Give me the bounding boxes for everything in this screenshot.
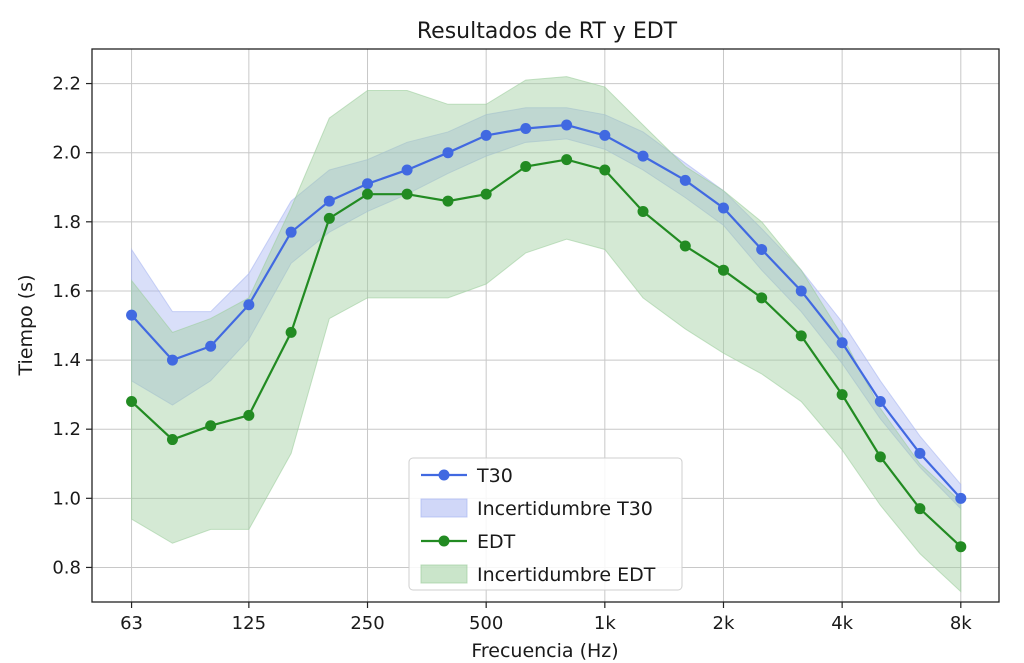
data-point	[520, 161, 532, 173]
series-lines	[126, 119, 967, 553]
legend-marker	[438, 469, 450, 481]
y-tick-label: 1.8	[52, 212, 81, 233]
data-point	[836, 337, 848, 349]
data-point	[717, 264, 729, 276]
data-point	[637, 150, 649, 162]
data-point	[795, 330, 807, 342]
y-axis-label: Tiempo (s)	[15, 275, 37, 377]
data-point	[323, 212, 335, 224]
legend: T30 Incertidumbre T30 EDT Incertidumbre EDT	[408, 457, 683, 591]
data-point	[756, 292, 768, 304]
x-tick-label: 1k	[594, 613, 616, 634]
legend-band-swatch	[420, 564, 468, 584]
uncertainty-bands	[131, 76, 962, 593]
data-point	[874, 451, 886, 463]
data-point	[599, 164, 611, 176]
data-point	[637, 205, 649, 217]
data-point	[243, 409, 255, 421]
data-point	[243, 299, 255, 311]
legend-marker	[438, 535, 450, 547]
y-tick-label: 1.2	[52, 419, 81, 440]
data-point	[166, 434, 178, 446]
data-point	[401, 164, 413, 176]
data-point	[561, 154, 573, 166]
data-point	[362, 188, 374, 200]
data-point	[561, 119, 573, 131]
data-point	[836, 389, 848, 401]
legend-label: EDT	[477, 531, 516, 553]
x-axis-label: Frecuencia (Hz)	[471, 640, 618, 662]
data-point	[914, 447, 926, 459]
data-point	[442, 147, 454, 159]
data-point	[285, 326, 297, 338]
data-point	[285, 226, 297, 238]
y-tick-label: 1.6	[52, 281, 81, 302]
y-tick-label: 1.0	[52, 488, 81, 509]
y-tick-label: 2.0	[52, 143, 81, 164]
data-point	[362, 178, 374, 190]
data-point	[480, 129, 492, 141]
x-tick-label: 63	[120, 613, 143, 634]
data-point	[795, 285, 807, 297]
data-point	[717, 202, 729, 214]
data-point	[323, 195, 335, 207]
data-point	[401, 188, 413, 200]
data-point	[205, 340, 217, 352]
grid	[92, 49, 999, 602]
legend-box	[408, 457, 683, 591]
data-point	[679, 174, 691, 186]
x-tick-label: 8k	[950, 613, 972, 634]
x-tick-label: 500	[469, 613, 503, 634]
data-point	[756, 243, 768, 255]
y-tick-label: 0.8	[52, 557, 81, 578]
legend-label: Incertidumbre T30	[477, 498, 653, 520]
uncertainty-band	[131, 76, 962, 593]
data-point	[914, 503, 926, 515]
data-point	[205, 420, 217, 432]
x-tick-label: 4k	[831, 613, 853, 634]
data-point	[599, 129, 611, 141]
y-tick-label: 1.4	[52, 350, 81, 371]
plot-frame	[91, 48, 1000, 603]
data-point	[480, 188, 492, 200]
chart-title: Resultados de RT y EDT	[417, 19, 678, 44]
data-point	[520, 122, 532, 134]
series-line	[130, 123, 962, 500]
y-tick-label: 2.2	[52, 74, 81, 95]
series-line	[130, 158, 962, 548]
x-tick-label: 250	[350, 613, 384, 634]
data-point	[126, 309, 138, 321]
data-point	[442, 195, 454, 207]
data-point	[955, 492, 967, 504]
x-tick-label: 2k	[713, 613, 735, 634]
data-point	[166, 354, 178, 366]
data-point	[955, 541, 967, 553]
legend-band-swatch	[420, 498, 468, 518]
data-point	[126, 396, 138, 408]
legend-label: T30	[476, 465, 513, 487]
x-tick-label: 125	[232, 613, 266, 634]
legend-label: Incertidumbre EDT	[477, 564, 656, 586]
data-point	[874, 396, 886, 408]
axis-ticks: 63 125 250 500 1k 2k 4k 8k 0.8 1.0 1.2 1.4 1.6 1.8 2.0…	[52, 74, 972, 634]
data-point	[679, 240, 691, 252]
